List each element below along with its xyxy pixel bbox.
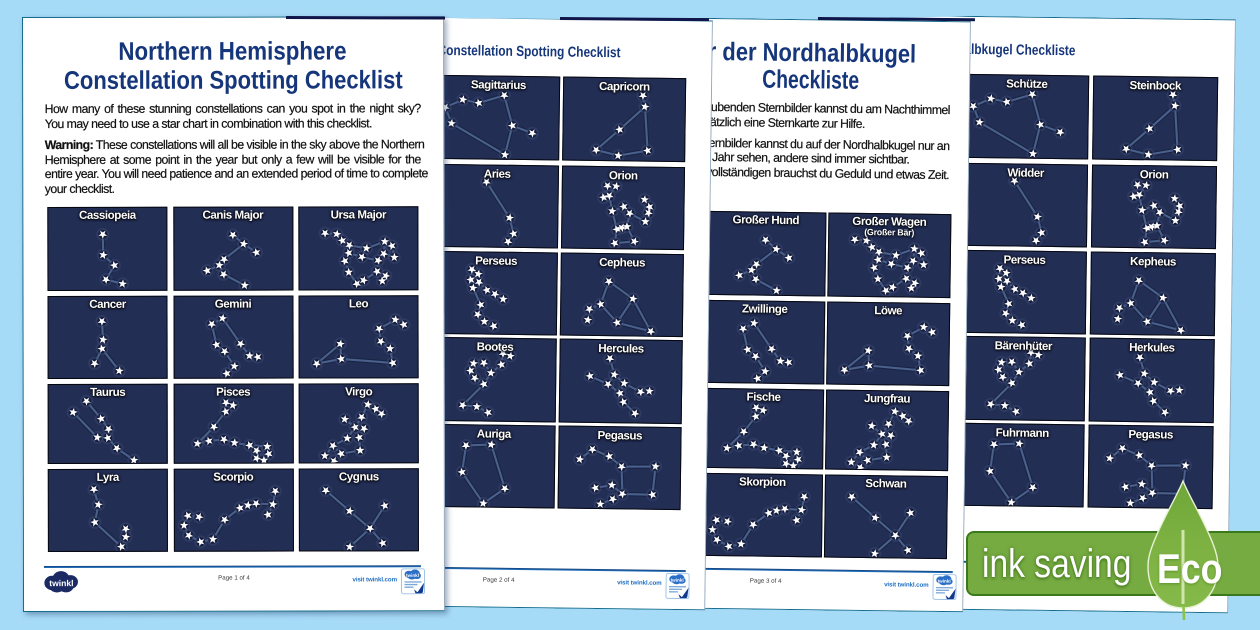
svg-text:twinkl: twinkl xyxy=(49,578,73,588)
svg-text:twinkl: twinkl xyxy=(406,573,419,578)
svg-text:twinkl: twinkl xyxy=(938,578,951,583)
svg-text:twinkl: twinkl xyxy=(671,577,684,582)
